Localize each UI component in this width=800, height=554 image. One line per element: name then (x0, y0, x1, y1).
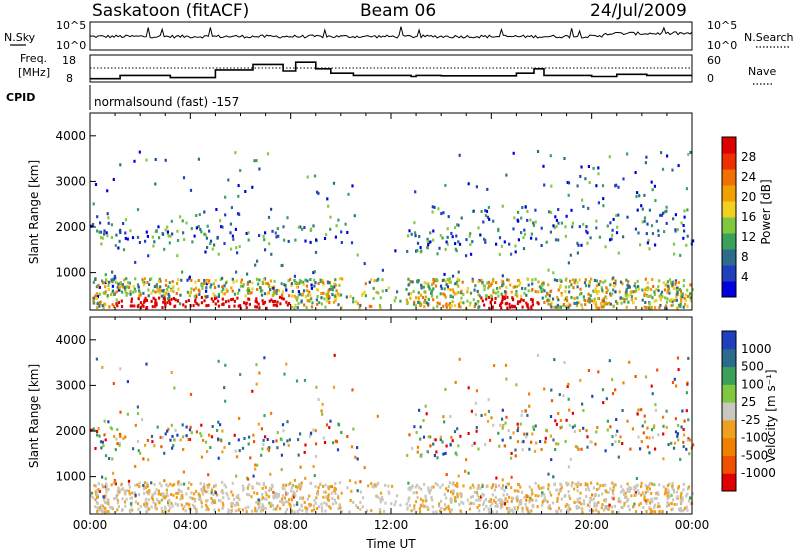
freq-label-1: Freq. (20, 52, 47, 65)
colorbar-tick: 25 (741, 395, 756, 409)
colorbar-swatch (722, 233, 736, 250)
noise-sky-trace (89, 26, 693, 46)
colorbar-swatch (722, 201, 736, 218)
colorbar-tick: -500 (741, 448, 768, 462)
noise-right-label: N.Search (744, 31, 794, 44)
xtick-label: 00:00 (675, 518, 710, 532)
noise-right-tick-bottom: 10^0 (707, 39, 737, 52)
colorbar-swatch (722, 137, 736, 154)
colorbar-tick: -1000 (741, 466, 776, 480)
power-ylabel: Slant Range [km] (27, 160, 41, 264)
noise-left-tick-top: 10^5 (56, 19, 86, 32)
power-panel: 1000 2000 3000 4000 Slant Range [km] 4 8 12 16… (27, 112, 773, 311)
ytick-label: 2000 (55, 220, 86, 234)
colorbar-swatch (722, 455, 736, 474)
velocity-heatmap (90, 353, 695, 514)
noise-left-label: N.Sky (4, 31, 36, 44)
colorbar-swatch (722, 384, 736, 403)
colorbar-tick: 8 (741, 250, 749, 264)
nave-label: Nave (748, 65, 776, 78)
velocity-panel: 1000 2000 3000 4000 00:00 04:00 08:00 12:00 16:… (27, 316, 778, 551)
colorbar-tick: 12 (741, 230, 756, 244)
colorbar-swatch (722, 185, 736, 202)
ytick-label: 2000 (55, 424, 86, 438)
colorbar-tick: 16 (741, 210, 756, 224)
colorbar-swatch (722, 366, 736, 385)
freq-label-2: [MHz] (18, 66, 50, 79)
colorbar-tick: -100 (741, 431, 768, 445)
colorbar-swatch (722, 402, 736, 421)
velocity-colorbar-label: Velocity [m s⁻¹] (764, 369, 778, 462)
colorbar-tick: 1000 (741, 342, 772, 356)
beam-title: Beam 06 (360, 1, 436, 21)
colorbar-tick: 24 (741, 170, 756, 184)
colorbar-swatch (722, 265, 736, 282)
colorbar-swatch (722, 348, 736, 368)
power-colorbar: 4 8 12 16 20 24 28 (721, 136, 756, 298)
colorbar-tick: 500 (741, 360, 764, 374)
freq-tick-top: 18 (62, 54, 76, 67)
freq-trace (90, 61, 692, 80)
ytick-label: 1000 (55, 266, 86, 280)
station-title: Saskatoon (fitACF) (92, 1, 249, 21)
freq-tick-bottom: 8 (66, 72, 73, 85)
colorbar-tick: 4 (741, 270, 749, 284)
nave-tick-top: 60 (707, 54, 721, 67)
colorbar-tick: -25 (741, 413, 761, 427)
noise-panel: N.Sky 10^5 10^0 10^5 10^0 N.Search (4, 19, 794, 52)
nave-tick-bottom: 0 (707, 72, 714, 85)
x-axis-label: Time UT (365, 537, 416, 551)
xtick-label: 04:00 (173, 518, 208, 532)
cpid-text: normalsound (fast) -157 (94, 95, 239, 109)
date-title: 24/Jul/2009 (590, 1, 687, 21)
colorbar-swatch (722, 281, 736, 298)
freq-panel: Freq. [MHz] 18 8 60 0 Nave (18, 52, 776, 85)
xtick-label: 00:00 (73, 518, 108, 532)
ytick-label: 1000 (55, 470, 86, 484)
colorbar-swatch (722, 169, 736, 186)
ytick-label: 3000 (55, 174, 86, 188)
power-colorbar-label: Power [dB] (759, 179, 773, 244)
velocity-colorbar: -1000 -500 -100 -25 25 100 500 1000 (721, 330, 776, 492)
colorbar-swatch (722, 153, 736, 170)
xtick-label: 12:00 (374, 518, 409, 532)
noise-left-tick-bottom: 10^0 (56, 39, 86, 52)
colorbar-tick: 100 (741, 377, 764, 391)
colorbar-swatch (722, 473, 736, 492)
noise-right-tick-top: 10^5 (707, 19, 737, 32)
ytick-label: 4000 (55, 333, 86, 347)
power-heatmap (90, 150, 695, 310)
xtick-label: 08:00 (273, 518, 308, 532)
colorbar-swatch (722, 249, 736, 266)
cpid-label: CPID (6, 91, 35, 104)
colorbar-tick: 20 (741, 190, 756, 204)
ytick-label: 4000 (55, 129, 86, 143)
xtick-label: 20:00 (574, 518, 609, 532)
colorbar-swatch (722, 217, 736, 234)
ytick-label: 3000 (55, 378, 86, 392)
colorbar-swatch (722, 419, 736, 439)
xtick-label: 16:00 (474, 518, 509, 532)
colorbar-tick: 28 (741, 150, 756, 164)
colorbar-swatch (722, 331, 736, 350)
colorbar-swatch (722, 437, 736, 456)
velocity-ylabel: Slant Range [km] (27, 364, 41, 468)
